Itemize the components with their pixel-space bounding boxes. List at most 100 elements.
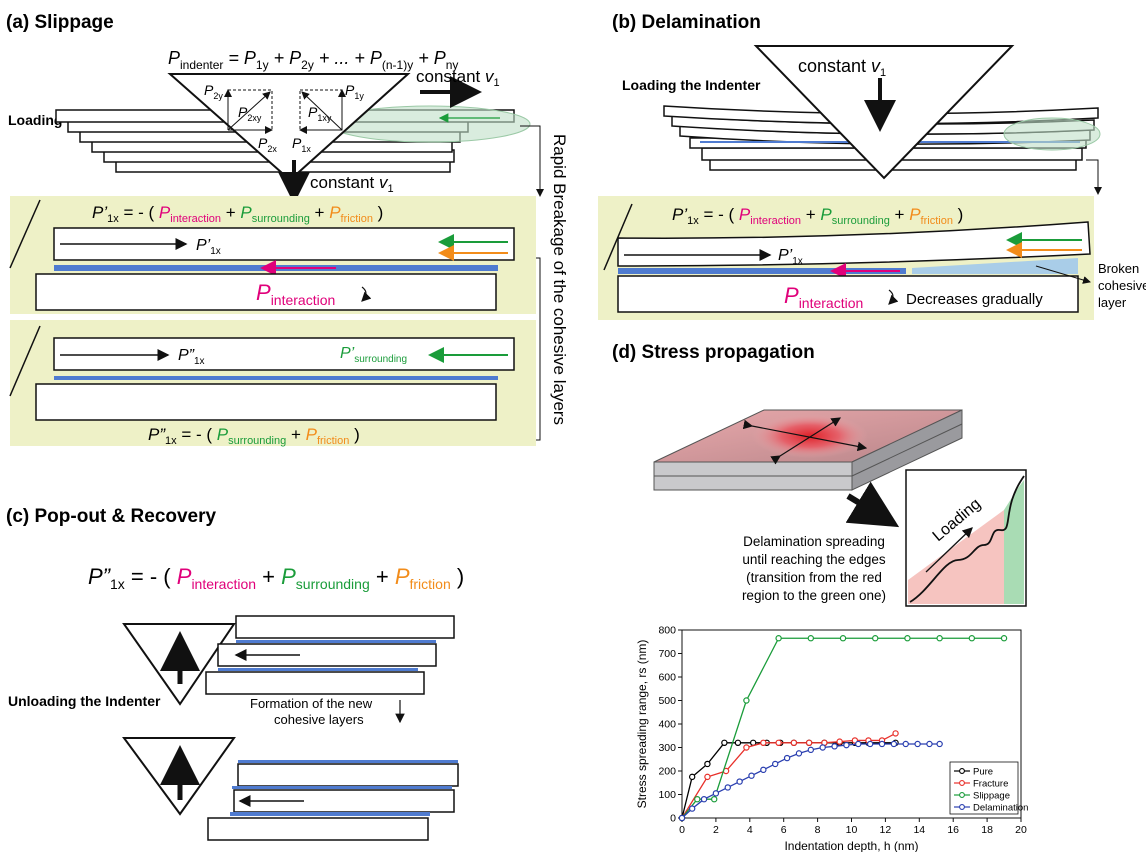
data-point-fracture [892, 730, 899, 737]
data-point-fracture [743, 744, 750, 751]
data-point-slippage [872, 635, 879, 642]
panel-a-velocity-top: constant v1 [416, 67, 500, 89]
svg-text:cohesive: cohesive [1098, 278, 1146, 293]
panel-a-force-diagram [224, 89, 346, 134]
panel-a-top-equation: Pindenter = P1y + P2y + ... + P(n-1)y + … [168, 48, 458, 72]
panel-a-title: (a) Slippage [6, 12, 114, 33]
data-point-pure [721, 739, 728, 747]
data-point-delamination [819, 744, 826, 751]
panel-c-formation-label-1: Formation of the new [250, 696, 373, 711]
data-point-fracture [805, 739, 813, 747]
data-point-delamination [712, 790, 720, 797]
data-point-delamination [678, 814, 686, 822]
data-point-delamination [831, 743, 838, 750]
panel-d-big-arrow [845, 481, 900, 528]
panel-a-side-label: Rapid Breakage of the cohesive layers [550, 134, 569, 425]
data-point-slippage [711, 796, 718, 803]
data-point-delamination [926, 740, 933, 748]
x-tick-label: 4 [747, 824, 753, 836]
data-point-delamination [795, 750, 803, 757]
y-tick-label: 500 [658, 695, 676, 707]
x-tick-label: 12 [880, 824, 892, 836]
panel-b-title: (b) Delamination [612, 12, 761, 33]
data-point-delamination [902, 740, 909, 748]
x-tick-label: 0 [679, 824, 685, 836]
data-point-delamination [772, 760, 779, 768]
x-tick-label: 18 [981, 824, 993, 836]
legend-marker [959, 780, 965, 786]
data-point-delamination [855, 740, 862, 748]
data-point-fracture [704, 773, 711, 781]
svg-text:layer: layer [1098, 295, 1127, 310]
data-point-delamination [843, 741, 850, 749]
data-point-delamination [760, 766, 767, 774]
panel-b-decrease-label: Decreases gradually [906, 291, 1043, 308]
panel-a-side-bracket [520, 125, 544, 197]
panel-a: (a) Slippage Pindenter = P1y + P2y + ...… [6, 12, 569, 447]
data-point-delamination [724, 784, 731, 791]
data-point-delamination [866, 740, 874, 748]
svg-text:Delamination spreading: Delamination spreading [743, 534, 885, 549]
legend-marker [959, 768, 965, 774]
data-point-slippage [775, 635, 782, 642]
y-tick-label: 700 [658, 648, 676, 660]
panel-a-indenter [167, 73, 411, 182]
panel-b-velocity-label: constant v1 [798, 56, 886, 79]
panel-d-title: (d) Stress propagation [612, 342, 815, 363]
legend-marker [959, 792, 965, 798]
legend-label: Delamination [973, 803, 1028, 814]
stress-chart: 0 2 4 6 8 10 12 14 16 18 2001002003004005006007008… [635, 625, 1028, 852]
panel-c-title: (c) Pop-out & Recovery [6, 506, 217, 527]
data-point-slippage [694, 796, 701, 803]
data-point-slippage [807, 635, 815, 642]
data-point-delamination [878, 740, 886, 748]
data-point-delamination [748, 772, 755, 779]
panel-d-stress-spot [752, 414, 868, 458]
data-point-delamination [936, 740, 943, 748]
y-tick-label: 0 [670, 813, 676, 825]
data-point-delamination [783, 754, 791, 762]
data-point-fracture [836, 738, 843, 745]
legend-label: Fracture [973, 779, 1008, 790]
data-point-fracture [775, 739, 782, 747]
data-point-fracture [760, 739, 767, 747]
panel-b-broken-layer [912, 258, 1078, 274]
legend-label: Slippage [973, 791, 1010, 802]
data-point-slippage [968, 635, 976, 642]
panel-c-equation: P”1x = - ( Pinteraction + Psurrounding +… [88, 564, 464, 592]
data-point-slippage [743, 697, 750, 704]
data-point-delamination [688, 805, 696, 812]
data-point-pure [734, 739, 742, 747]
y-tick-label: 600 [658, 672, 676, 684]
panel-b-eq-1: P’1x = - ( Pinteraction + Psurrounding +… [672, 205, 963, 227]
y-tick-label: 400 [658, 719, 676, 731]
svg-text:until reaching the edges: until reaching the edges [742, 552, 886, 567]
svg-text:(transition from the red: (transition from the red [746, 570, 882, 585]
y-tick-label: 100 [658, 789, 676, 801]
x-tick-label: 20 [1015, 824, 1027, 836]
panel-c-unloading-label: Unloading the Indenter [8, 693, 161, 709]
panel-a-eq-2: P”1x = - ( Psurrounding + Pfriction ) [148, 425, 360, 447]
panel-a-eq-1: P’1x = - ( Pinteraction + Psurrounding +… [92, 203, 383, 225]
x-tick-label: 6 [781, 824, 787, 836]
data-point-fracture [790, 739, 798, 747]
panel-b-loading-label: Loading the Indenter [622, 77, 761, 93]
panel-d-caption: Delamination spreading until reaching th… [742, 534, 886, 603]
legend-label: Pure [973, 767, 993, 778]
x-axis-label: Indentation depth, h (nm) [784, 839, 918, 852]
data-point-delamination [807, 746, 815, 754]
panel-a-velocity-bottom: constant v1 [310, 173, 394, 195]
svg-text:region to the green one): region to the green one) [742, 588, 886, 603]
x-tick-label: 16 [947, 824, 959, 836]
y-tick-label: 300 [658, 742, 676, 754]
panel-b: (b) Delamination Loading the Indenter co… [598, 12, 1146, 320]
data-point-pure [688, 773, 696, 781]
data-point-slippage [1000, 635, 1008, 642]
svg-text:Broken: Broken [1098, 261, 1139, 276]
data-point-slippage [936, 635, 943, 642]
panel-b-highlight-ellipse [1003, 117, 1101, 151]
legend-marker [959, 804, 965, 810]
panel-d: (d) Stress propagation Loading Delaminat… [612, 342, 1028, 852]
data-point-slippage [839, 635, 847, 642]
